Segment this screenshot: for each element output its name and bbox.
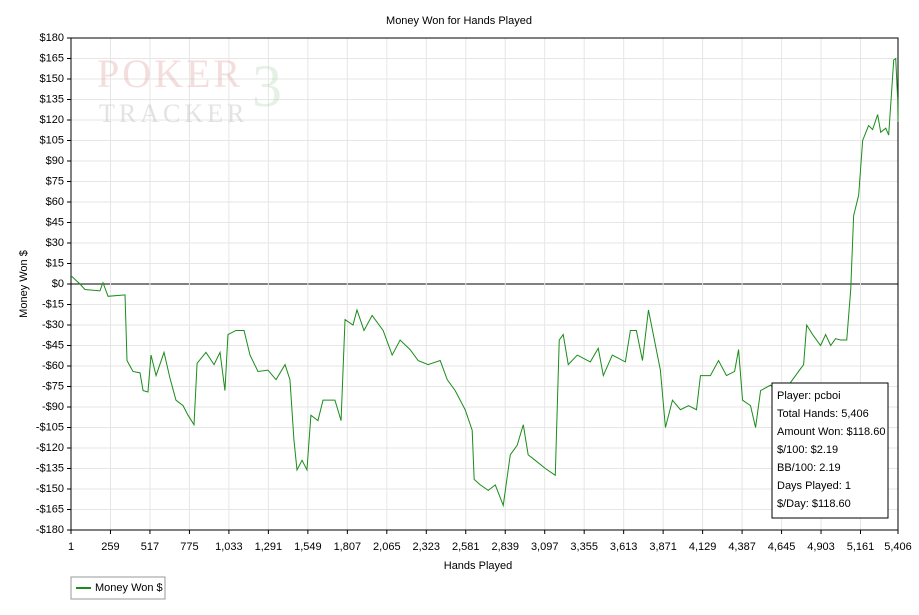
info-box: Player: pcboi Total Hands: 5,406 Amount Wo… [771, 382, 889, 519]
y-tick-label: $60 [46, 196, 64, 208]
info-line: BB/100: 2.19 [777, 462, 841, 474]
plot-frame [70, 37, 899, 531]
series-line [70, 57, 899, 508]
x-tick-label: 4,129 [689, 541, 717, 553]
x-tick-label: 2,065 [373, 541, 401, 553]
y-tick-label: -$30 [42, 319, 64, 331]
x-tick-label: 1 [68, 541, 74, 553]
y-tick-label: $105 [40, 134, 64, 146]
info-box-frame [771, 382, 889, 519]
y-tick-label: $15 [46, 257, 64, 269]
y-tick-label: $0 [52, 278, 64, 290]
info-line: Player: pcboi [777, 390, 841, 402]
y-tick-label: $150 [40, 73, 64, 85]
x-tick-label: 775 [180, 541, 198, 553]
y-tick-label: -$90 [42, 401, 64, 413]
x-tick-label: 3,613 [610, 541, 638, 553]
y-tick-label: $75 [46, 175, 64, 187]
x-tick-label: 4,903 [807, 541, 835, 553]
x-tick-label: 2,581 [452, 541, 480, 553]
y-tick-label: -$105 [36, 421, 64, 433]
legend-frame [70, 576, 166, 600]
x-tick-label: 5,406 [884, 541, 912, 553]
legend: Money Won $ [70, 576, 166, 600]
y-tick-label: -$15 [42, 298, 64, 310]
x-tick-label: 3,097 [531, 541, 559, 553]
y-tick-label: $45 [46, 216, 64, 228]
watermark-text: POKER [97, 51, 243, 96]
info-line: Days Played: 1 [777, 480, 851, 492]
y-tick-label: $165 [40, 52, 64, 64]
info-line: Amount Won: $118.60 [777, 426, 885, 438]
x-tick-label: 3,871 [649, 541, 677, 553]
info-line: Total Hands: 5,406 [777, 408, 869, 420]
y-tick-label: -$120 [36, 442, 64, 454]
y-tick-label: $30 [46, 237, 64, 249]
legend-label: Money Won $ [95, 582, 163, 594]
x-tick-label: 2,839 [491, 541, 519, 553]
y-tick-label: -$60 [42, 360, 64, 372]
y-tick-label: $135 [40, 93, 64, 105]
info-line: $/Day: $118.60 [777, 498, 851, 510]
y-tick-label: -$75 [42, 380, 64, 392]
x-tick-label: 1,033 [215, 541, 243, 553]
watermark-text: 3 [252, 53, 282, 119]
x-axis-label: Hands Played [444, 560, 513, 572]
y-tick-label: $120 [40, 114, 64, 126]
y-tick-label: -$150 [36, 483, 64, 495]
x-tick-label: 259 [101, 541, 119, 553]
y-tick-label: -$135 [36, 462, 64, 474]
y-axis-label: Money Won $ [18, 250, 30, 318]
x-tick-label: 4,387 [728, 541, 756, 553]
x-tick-label: 1,549 [294, 541, 322, 553]
watermark: POKER TRACKER 3 [97, 51, 282, 128]
y-tick-label: $90 [46, 155, 64, 167]
x-tick-label: 4,645 [768, 541, 796, 553]
y-tick-label: $180 [40, 32, 64, 44]
x-tick-label: 3,355 [570, 541, 598, 553]
info-line: $/100: $2.19 [777, 444, 838, 456]
x-tick-label: 2,323 [413, 541, 441, 553]
x-tick-label: 1,291 [255, 541, 283, 553]
x-tick-label: 517 [141, 541, 159, 553]
y-tick-label: -$45 [42, 339, 64, 351]
y-tick-label: -$180 [36, 524, 64, 536]
y-tick-label: -$165 [36, 503, 64, 515]
chart-title: Money Won for Hands Played [386, 15, 532, 27]
watermark-text: TRACKER [99, 99, 248, 128]
x-tick-label: 1,807 [334, 541, 362, 553]
x-tick-label: 5,161 [847, 541, 875, 553]
